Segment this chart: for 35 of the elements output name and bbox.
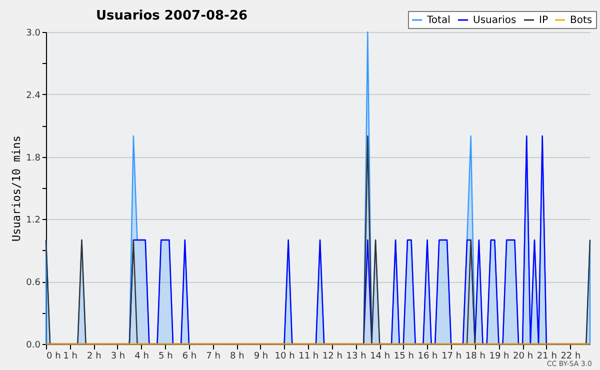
x-tick-label: 12 h: [322, 352, 342, 362]
x-tick-label: 0 h: [46, 352, 61, 362]
x-tick-label: 9 h: [254, 352, 268, 362]
y-tick-label: 2.4: [26, 90, 41, 101]
y-tick-label: 0.6: [26, 278, 41, 288]
x-tick-label: 5 h: [158, 352, 173, 362]
x-tick-label: 6 h: [182, 352, 197, 362]
x-tick-label: 17 h: [442, 352, 462, 362]
x-tick-label: 8 h: [230, 352, 244, 362]
legend-label: IP: [539, 15, 548, 26]
x-tick-label: 20 h: [513, 352, 534, 362]
x-tick-label: 19 h: [489, 352, 510, 362]
x-tick-label: 14 h: [370, 352, 390, 362]
legend-label: Usuarios: [473, 15, 516, 26]
x-tick-label: 15 h: [394, 352, 414, 362]
x-tick-label: 22 h: [560, 352, 581, 362]
x-tick-label: 11 h: [298, 352, 319, 362]
y-tick-label: 3.0: [26, 28, 41, 38]
x-tick-label: 10 h: [274, 352, 295, 362]
x-tick-label: 4 h: [134, 352, 149, 362]
y-tick-label: 0.0: [26, 340, 41, 350]
x-tick-label: 13 h: [346, 352, 366, 362]
x-tick-label: 1 h: [63, 352, 78, 362]
chart-title: Usuarios 2007-08-26: [96, 8, 248, 24]
legend-label: Total: [426, 15, 450, 26]
x-tick-label: 18 h: [465, 352, 486, 362]
y-axis-title: Usuarios/10 mins: [10, 136, 24, 242]
x-tick-label: 7 h: [206, 352, 220, 362]
x-tick-label: 16 h: [418, 352, 438, 362]
x-tick-label: 2 h: [87, 352, 102, 362]
y-tick-label: 1.8: [26, 153, 41, 164]
x-tick-label: 3 h: [110, 352, 126, 362]
legend-label: Bots: [570, 15, 592, 26]
x-tick-label: 21 h: [536, 352, 557, 362]
y-tick-label: 1.2: [26, 216, 40, 226]
